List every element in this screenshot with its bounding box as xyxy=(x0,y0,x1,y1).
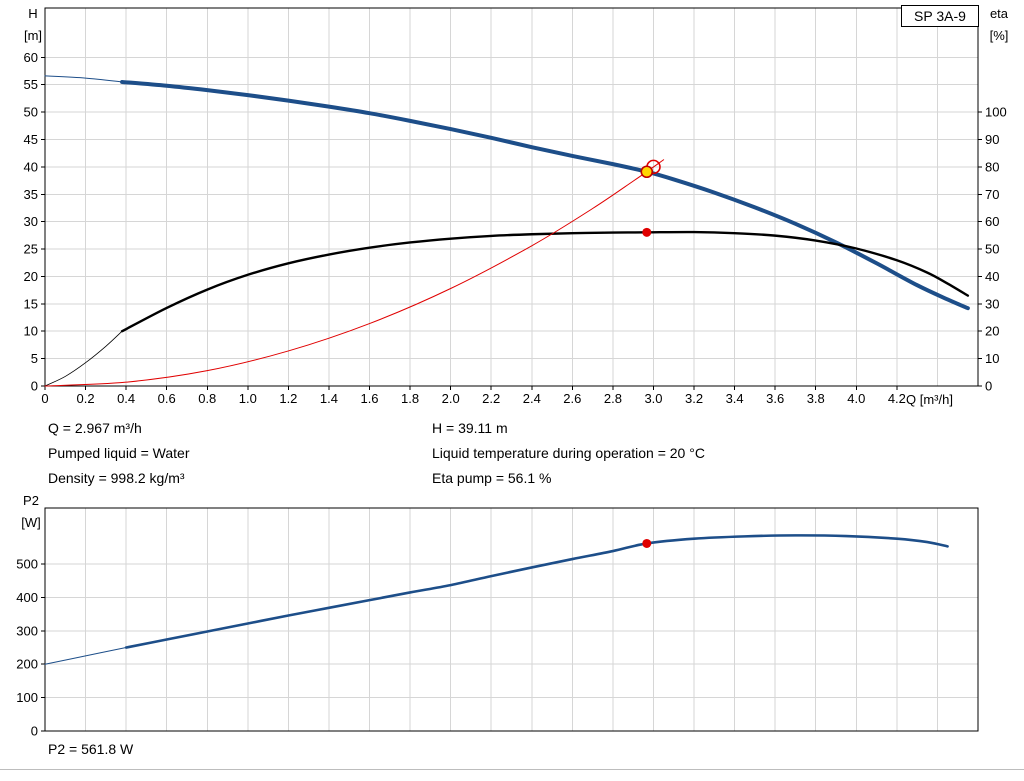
pump-type-label: SP 3A-9 xyxy=(901,5,979,27)
svg-text:80: 80 xyxy=(985,159,999,174)
power-curve-range xyxy=(44,647,127,665)
svg-text:2.4: 2.4 xyxy=(523,391,541,406)
svg-text:0: 0 xyxy=(985,379,992,394)
svg-text:5: 5 xyxy=(31,351,38,366)
svg-text:0: 0 xyxy=(31,379,38,394)
svg-text:40: 40 xyxy=(985,269,999,284)
bottom-separator xyxy=(0,769,1024,770)
svg-text:35: 35 xyxy=(24,187,38,202)
svg-text:1.0: 1.0 xyxy=(239,391,257,406)
svg-text:3.4: 3.4 xyxy=(726,391,744,406)
svg-text:200: 200 xyxy=(16,657,38,672)
svg-text:1.8: 1.8 xyxy=(401,391,419,406)
svg-text:3.6: 3.6 xyxy=(766,391,784,406)
annotation-liquid: Pumped liquid = Water xyxy=(48,445,190,461)
svg-text:10: 10 xyxy=(985,351,999,366)
svg-text:15: 15 xyxy=(24,296,38,311)
power-chart[interactable]: 0 100 200 300 400 500 P2 [W] xyxy=(0,490,1024,740)
head-curve xyxy=(120,79,970,311)
annotation-flow: Q = 2.967 m³/h xyxy=(48,420,142,436)
annotation-power: P2 = 561.8 W xyxy=(48,741,134,757)
system-curve xyxy=(44,159,665,387)
svg-text:Q [m³/h]: Q [m³/h] xyxy=(906,392,953,407)
annotation-head: H = 39.11 m xyxy=(432,420,508,436)
annotation-density: Density = 998.2 kg/m³ xyxy=(48,470,185,486)
power-curve xyxy=(124,534,949,649)
svg-text:20: 20 xyxy=(985,324,999,339)
annotation-eta: Eta pump = 56.1 % xyxy=(432,470,552,486)
svg-text:100: 100 xyxy=(985,105,1007,120)
svg-text:20: 20 xyxy=(24,269,38,284)
svg-text:3.8: 3.8 xyxy=(807,391,825,406)
svg-text:4.2: 4.2 xyxy=(888,391,906,406)
svg-text:45: 45 xyxy=(24,132,38,147)
svg-text:400: 400 xyxy=(16,590,38,605)
svg-text:55: 55 xyxy=(24,77,38,92)
svg-text:0: 0 xyxy=(41,391,48,406)
svg-text:4.0: 4.0 xyxy=(847,391,865,406)
power-duty-point[interactable] xyxy=(642,538,652,548)
annotation-temperature: Liquid temperature during operation = 20… xyxy=(432,445,705,461)
svg-text:[W]: [W] xyxy=(21,515,41,530)
svg-text:0.6: 0.6 xyxy=(158,391,176,406)
svg-text:1.6: 1.6 xyxy=(360,391,378,406)
svg-text:50: 50 xyxy=(24,105,38,120)
svg-text:P2: P2 xyxy=(23,493,39,508)
svg-text:[m]: [m] xyxy=(24,28,42,43)
svg-text:2.0: 2.0 xyxy=(442,391,460,406)
svg-text:50: 50 xyxy=(985,242,999,257)
svg-text:30: 30 xyxy=(985,296,999,311)
svg-text:[%]: [%] xyxy=(990,28,1009,43)
head-curve-range xyxy=(44,75,123,83)
svg-text:25: 25 xyxy=(24,242,38,257)
svg-text:H: H xyxy=(28,6,37,21)
svg-text:100: 100 xyxy=(16,690,38,705)
svg-text:3.0: 3.0 xyxy=(644,391,662,406)
svg-text:0.2: 0.2 xyxy=(77,391,95,406)
svg-text:40: 40 xyxy=(24,159,38,174)
svg-text:70: 70 xyxy=(985,187,999,202)
svg-text:3.2: 3.2 xyxy=(685,391,703,406)
svg-text:300: 300 xyxy=(16,623,38,638)
head-efficiency-chart[interactable]: 0 5 10 15 20 25 30 35 40 45 50 55 60 0 10 20 30 40 50 60 70 8… xyxy=(0,0,1024,415)
svg-text:1.2: 1.2 xyxy=(279,391,297,406)
svg-text:60: 60 xyxy=(985,214,999,229)
svg-text:30: 30 xyxy=(24,214,38,229)
svg-text:2.6: 2.6 xyxy=(563,391,581,406)
svg-text:0: 0 xyxy=(31,724,38,739)
efficiency-curve-range xyxy=(44,330,123,387)
svg-text:500: 500 xyxy=(16,557,38,572)
svg-text:eta: eta xyxy=(990,6,1009,21)
svg-text:90: 90 xyxy=(985,132,999,147)
efficiency-curve xyxy=(120,230,970,333)
svg-text:0.4: 0.4 xyxy=(117,391,135,406)
svg-text:0.8: 0.8 xyxy=(198,391,216,406)
svg-text:1.4: 1.4 xyxy=(320,391,338,406)
svg-text:10: 10 xyxy=(24,324,38,339)
actual-duty-point[interactable] xyxy=(640,165,654,179)
efficiency-duty-point[interactable] xyxy=(642,227,652,237)
svg-text:60: 60 xyxy=(24,50,38,65)
svg-text:2.2: 2.2 xyxy=(482,391,500,406)
svg-text:2.8: 2.8 xyxy=(604,391,622,406)
